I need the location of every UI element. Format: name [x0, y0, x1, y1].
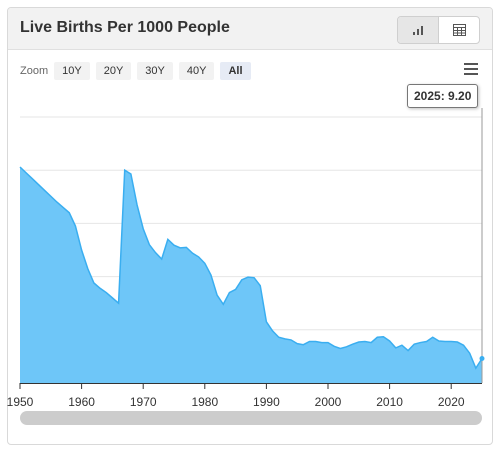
- zoom-controls: Zoom 10Y 20Y 30Y 40Y All: [20, 62, 257, 80]
- x-tick-label: 1980: [191, 395, 218, 409]
- zoom-label: Zoom: [20, 65, 49, 77]
- series-line: [19, 166, 483, 370]
- range-scrollbar[interactable]: [20, 411, 482, 425]
- card-header: Live Births Per 1000 People: [8, 8, 492, 50]
- bar-chart-icon: [413, 26, 423, 35]
- table-icon: [452, 24, 466, 36]
- x-tick-label: 1990: [253, 395, 280, 409]
- x-tick-label: 2010: [376, 395, 403, 409]
- zoom-20y-button[interactable]: 20Y: [95, 62, 132, 80]
- highlight-point: [479, 356, 485, 362]
- chart-view-button[interactable]: [398, 17, 438, 43]
- zoom-10y-button[interactable]: 10Y: [54, 62, 90, 80]
- x-tick-label: 2020: [438, 395, 465, 409]
- chart-title: Live Births Per 1000 People: [20, 19, 230, 36]
- x-tick-label: 1970: [130, 395, 157, 409]
- x-tick-label: 1960: [68, 395, 95, 409]
- zoom-40y-button[interactable]: 40Y: [178, 62, 215, 80]
- table-view-button[interactable]: [438, 17, 479, 43]
- zoom-all-button[interactable]: All: [220, 62, 251, 80]
- view-toggle: [397, 16, 480, 44]
- zoom-30y-button[interactable]: 30Y: [137, 62, 173, 80]
- x-tick-label: 2000: [315, 395, 342, 409]
- area-fill: [20, 167, 482, 383]
- x-tick-label: 1950: [7, 395, 34, 409]
- chart-tooltip: 2025: 9.20: [407, 84, 479, 108]
- hamburger-menu-icon[interactable]: [464, 63, 478, 75]
